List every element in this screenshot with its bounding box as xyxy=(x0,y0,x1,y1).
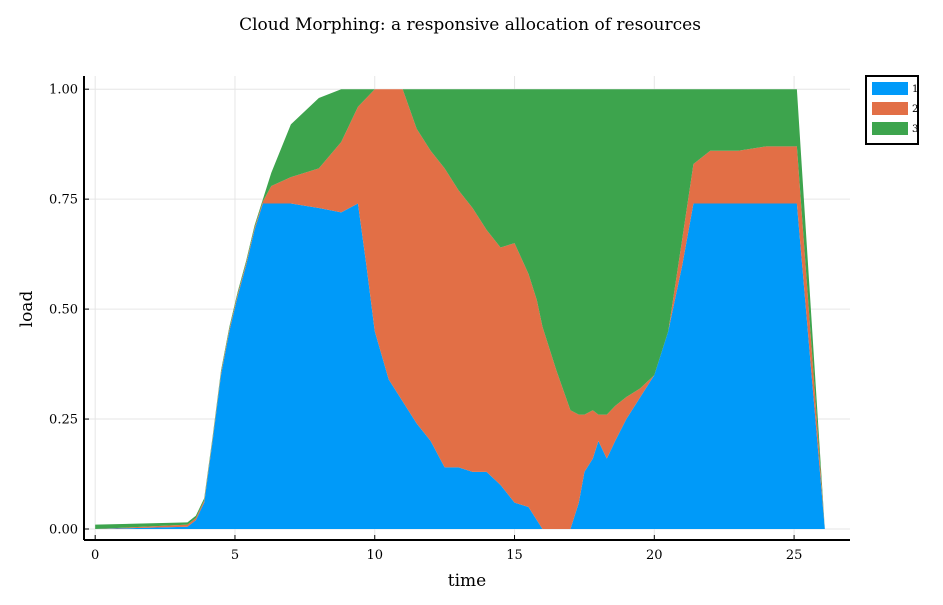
legend-swatch-2 xyxy=(872,102,908,115)
y-tick-label: 1.00 xyxy=(49,83,78,98)
y-tick-label: 0.00 xyxy=(49,523,78,538)
y-tick-label: 0.25 xyxy=(49,413,78,428)
legend-swatch-3 xyxy=(872,122,908,135)
legend-label-2: 2 xyxy=(912,104,918,115)
y-tick-label: 0.75 xyxy=(49,193,78,208)
legend-label-1: 1 xyxy=(912,84,918,95)
legend: 1 2 3 xyxy=(865,75,919,145)
x-tick-label: 5 xyxy=(231,548,239,563)
x-tick-label: 0 xyxy=(91,548,99,563)
x-axis-label: time xyxy=(448,571,486,591)
x-tick-label: 15 xyxy=(506,548,523,563)
x-tick-label: 25 xyxy=(786,548,803,563)
legend-swatch-1 xyxy=(872,82,908,95)
axes: 0 5 10 15 20 25 0.00 0.25 0.50 0.75 1.00 xyxy=(49,76,850,563)
plot-area xyxy=(95,89,825,530)
x-tick-label: 20 xyxy=(646,548,663,563)
series-2-area xyxy=(95,89,825,529)
series-3-area xyxy=(95,89,825,529)
x-tick-label: 10 xyxy=(366,548,383,563)
y-tick-label: 0.50 xyxy=(49,303,78,318)
y-axis-label: load xyxy=(17,291,37,328)
chart-title: Cloud Morphing: a responsive allocation … xyxy=(239,15,701,35)
series-1-area xyxy=(95,203,825,530)
legend-label-3: 3 xyxy=(912,124,918,135)
